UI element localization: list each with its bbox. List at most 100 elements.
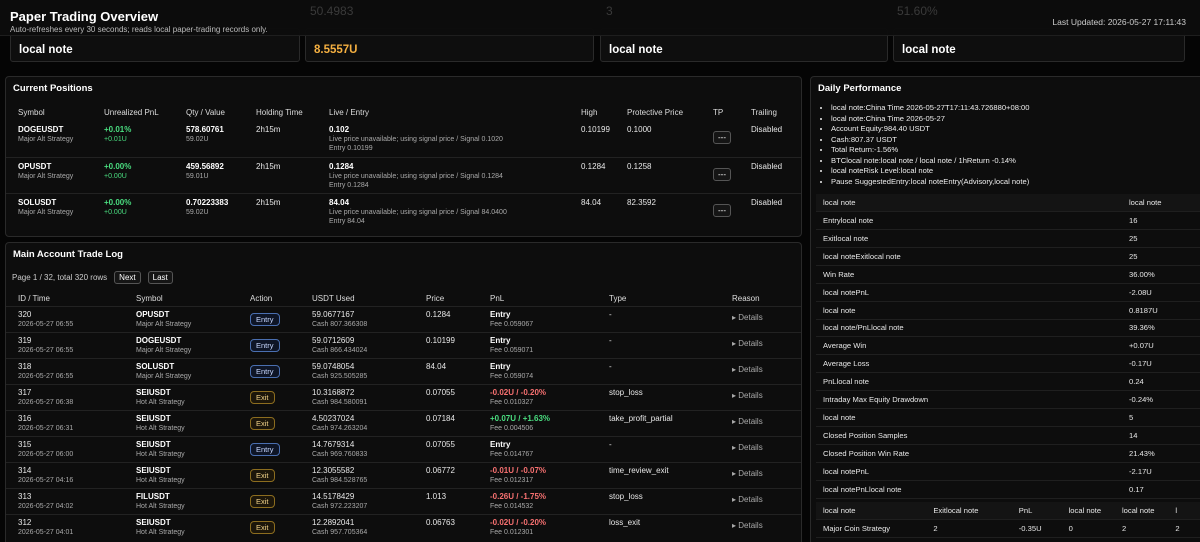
usdt-used: 59.0677167 [312, 310, 355, 319]
column-header: PnL [490, 294, 505, 303]
cell: Entry [250, 336, 312, 358]
cell: 0.102 Live price unavailable; using signa… [329, 125, 581, 157]
details-link[interactable]: ▸ Details [732, 391, 763, 400]
trade-id: 315 [18, 440, 32, 449]
position-row: OPUSDT Major Alt Strategy +0.00% +0.00U 459.… [6, 157, 801, 193]
stats-row: local note 5 [816, 409, 1200, 427]
trade-row: 320 2026-05-27 06:55 OPUSDT Major Alt Strat… [6, 306, 801, 332]
column-header: Symbol [18, 108, 45, 117]
page-button[interactable]: Next [114, 271, 141, 284]
stat-label: local note [823, 305, 856, 315]
details-link[interactable]: ▸ Details [732, 469, 763, 478]
cell: 312 2026-05-27 04:01 [18, 518, 136, 540]
details-link[interactable]: ▸ Details [732, 339, 763, 348]
high: 84.04 [581, 198, 602, 207]
pnl-pct: +0.00% [104, 198, 132, 207]
stat-label: Intraday Max Equity Drawdown [823, 395, 929, 404]
cell: 0.10199 [426, 336, 490, 358]
cell: 2h15m [256, 125, 329, 157]
price: 0.06763 [426, 518, 455, 527]
fee: Fee 0.010327 [490, 399, 534, 406]
price: 0.07055 [426, 388, 455, 397]
cell: 0.07055 [426, 440, 490, 462]
trade-id: 319 [18, 336, 32, 345]
usdt-used: 59.0748054 [312, 362, 355, 371]
entry: Entry 84.04 [329, 218, 365, 225]
summary-list: local note:China Time 2026-05-27T17:11:4… [819, 103, 1030, 187]
fee: Fee 0.014767 [490, 451, 534, 458]
trade-id: 318 [18, 362, 32, 371]
details-link[interactable]: ▸ Details [732, 443, 763, 452]
details-link[interactable]: ▸ Details [732, 313, 763, 322]
trade-time: 2026-05-27 06:38 [18, 399, 74, 406]
type: - [609, 440, 612, 449]
value: 59.02U [186, 209, 209, 216]
fee: Fee 0.059074 [490, 373, 534, 380]
cell: 319 2026-05-27 06:55 [18, 336, 136, 358]
cell: 0.1284 [426, 310, 490, 332]
stats-row: Closed Position Samples 14 [816, 427, 1200, 445]
cell: --- [713, 125, 751, 157]
cell: time_review_exit [609, 466, 732, 488]
cell: ▸ Details [732, 310, 801, 332]
type: stop_loss [609, 492, 643, 501]
high: 0.1284 [581, 162, 606, 171]
cell: stop_loss [609, 388, 732, 410]
details-link[interactable]: ▸ Details [732, 365, 763, 374]
symbol: DOGEUSDT [136, 336, 182, 345]
stat-value: 39.36% [1129, 323, 1155, 333]
details-link[interactable]: ▸ Details [732, 417, 763, 426]
action-badge: Entry [250, 313, 280, 326]
type: time_review_exit [609, 466, 669, 475]
trade-id: 320 [18, 310, 32, 319]
strategy: Hot Alt Strategy [136, 503, 185, 510]
note: Live price unavailable; using signal pri… [329, 173, 503, 180]
cell: 320 2026-05-27 06:55 [18, 310, 136, 332]
details-link[interactable]: ▸ Details [732, 521, 763, 530]
cell: FILUSDT Hot Alt Strategy [136, 492, 250, 514]
live: 84.04 [329, 198, 350, 207]
pnl: Entry [490, 440, 511, 449]
cell: SEIUSDT Hot Alt Strategy [136, 414, 250, 436]
cell: -0.01U / -0.07% Fee 0.012317 [490, 466, 609, 488]
tp-button[interactable]: --- [713, 131, 731, 144]
tp-button[interactable]: --- [713, 168, 731, 181]
trade-row: 315 2026-05-27 06:00 SEIUSDT Hot Alt Strate… [6, 436, 801, 462]
faded-card-value: 51.60% [897, 4, 938, 18]
stat-value: -2.08U [1129, 287, 1152, 297]
entry: Entry 0.1284 [329, 182, 369, 189]
stat-value: 21.43% [1129, 448, 1155, 458]
details-link[interactable]: ▸ Details [732, 495, 763, 504]
action-badge: Entry [250, 365, 280, 378]
symbol: SOLUSDT [136, 362, 175, 371]
column-header: local note [823, 198, 856, 207]
cell: OPUSDT Major Alt Strategy [136, 310, 250, 332]
price: 1.013 [426, 492, 447, 501]
trade-row: 314 2026-05-27 04:16 SEIUSDT Hot Alt Strate… [6, 462, 801, 488]
cash: Cash 957.705364 [312, 529, 368, 536]
pnl: Entry [490, 362, 511, 371]
cell: Entry [250, 440, 312, 462]
summary-item: Total Return:-1.56% [831, 145, 1030, 156]
pnl: -0.02U / -0.20% [490, 518, 547, 527]
column-header: Reason [732, 294, 760, 303]
stats-row: local note/PnLlocal note 39.36% [816, 319, 1200, 338]
action-badge: Exit [250, 469, 275, 482]
cell: - [609, 310, 732, 332]
cell: 315 2026-05-27 06:00 [18, 440, 136, 462]
position-row: SOLUSDT Major Alt Strategy +0.00% +0.00U 0.7… [6, 193, 801, 229]
position-row: DOGEUSDT Major Alt Strategy +0.01% +0.01U 57… [6, 121, 801, 157]
cash: Cash 925.505285 [312, 373, 368, 380]
symbol: SEIUSDT [136, 440, 171, 449]
trade-row: 316 2026-05-27 06:31 SEIUSDT Hot Alt Strate… [6, 410, 801, 436]
page-button[interactable]: Last [147, 271, 173, 284]
strategy: Major Alt Strategy [136, 373, 192, 380]
entry: Entry 0.10199 [329, 145, 373, 152]
cell: 59.0677167 Cash 807.366308 [312, 310, 426, 332]
strategy: Hot Alt Strategy [136, 451, 185, 458]
action-badge: Entry [250, 339, 280, 352]
trade-id: 317 [18, 388, 32, 397]
strategy-row: Major Coin Strategy 2 -0.35U 0 2 2 [816, 520, 1200, 539]
tp-button[interactable]: --- [713, 204, 731, 217]
usdt-used: 4.50237024 [312, 414, 355, 423]
